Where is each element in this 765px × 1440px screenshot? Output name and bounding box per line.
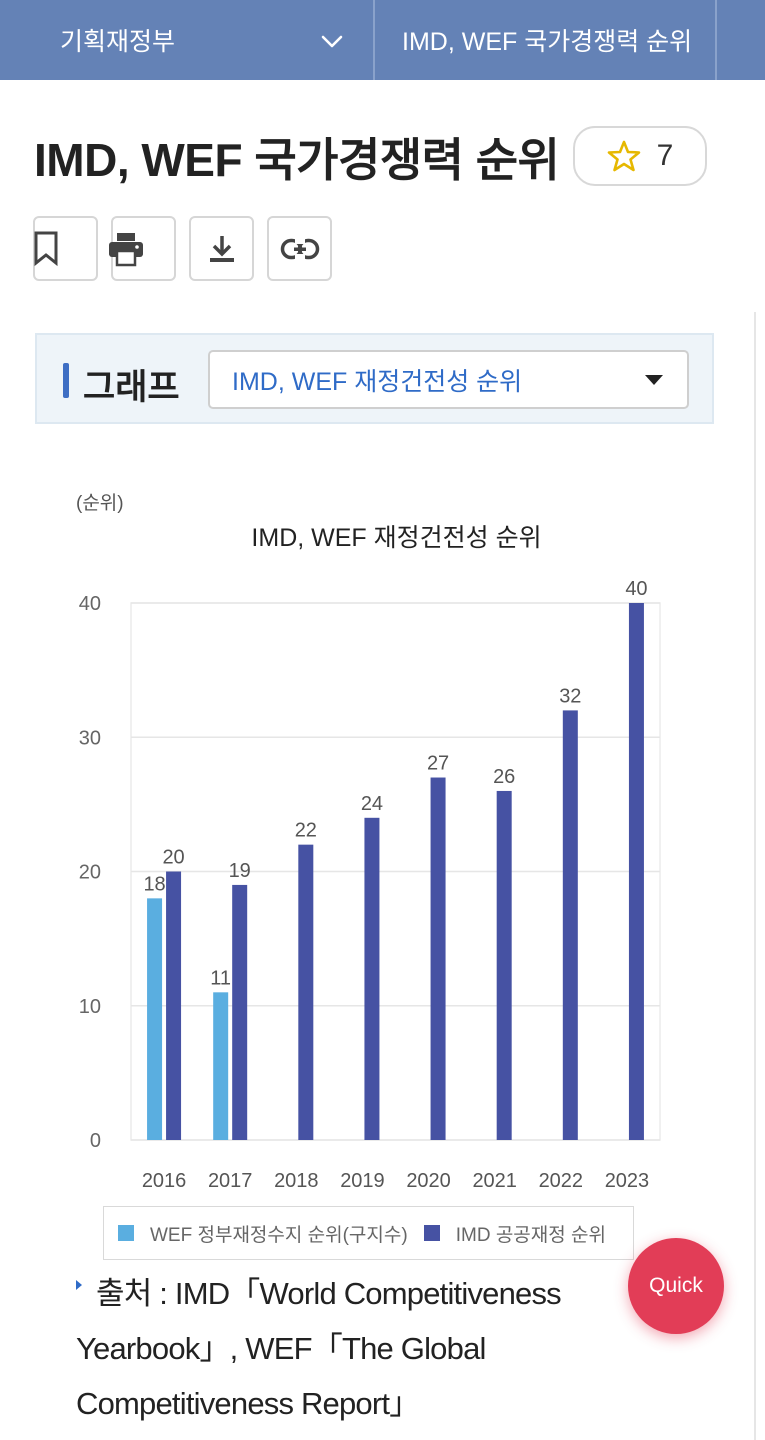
- section-accent-bar: [63, 363, 69, 398]
- x-tick-label: 2019: [340, 1170, 385, 1192]
- x-tick-label: 2018: [274, 1170, 319, 1192]
- data-label: 20: [162, 847, 184, 869]
- download-icon: [209, 235, 234, 262]
- graph-type-select[interactable]: IMD, WEF 재정건전성 순위: [208, 350, 689, 409]
- bar-imd: [298, 844, 314, 1140]
- x-tick-label: 2020: [406, 1170, 451, 1192]
- data-label: 24: [361, 793, 383, 815]
- chevron-down-icon: [321, 35, 343, 48]
- source-note: 출처 : IMD「World Competitiveness Yearbook」…: [76, 1266, 636, 1431]
- current-page-breadcrumb[interactable]: IMD, WEF 국가경쟁력 순위: [375, 0, 765, 80]
- y-tick-label: 20: [79, 862, 101, 884]
- y-axis-label: (순위): [76, 493, 124, 514]
- caret-down-icon: [645, 375, 663, 385]
- y-tick-label: 30: [79, 727, 101, 749]
- ministry-dropdown[interactable]: 기획재정부: [0, 0, 373, 80]
- bar-imd: [430, 777, 446, 1140]
- download-button[interactable]: [189, 216, 254, 281]
- x-tick-label: 2021: [472, 1170, 517, 1192]
- bar-wef: [213, 992, 229, 1140]
- bar-imd: [628, 603, 644, 1140]
- x-tick-label: 2017: [208, 1170, 253, 1192]
- bar-imd: [166, 871, 182, 1140]
- graph-section-label: 그래프: [83, 368, 180, 407]
- legend-swatch-wef: [118, 1225, 134, 1241]
- x-tick-label: 2016: [142, 1170, 187, 1192]
- star-icon: [607, 140, 640, 172]
- source-text: 출처 : IMD「World Competitiveness Yearbook」…: [76, 1276, 562, 1421]
- print-icon: [109, 233, 143, 267]
- data-label: 27: [427, 753, 449, 775]
- data-label: 26: [493, 766, 515, 788]
- legend-label-wef: WEF 정부재정수지 순위(구지수): [150, 1224, 408, 1246]
- y-tick-label: 40: [79, 593, 101, 615]
- bar-chart: 0 10 20 30 40 2016 18 20 2017 11 19 2018 22 2019 24 202…: [79, 578, 661, 1192]
- data-label: 22: [295, 820, 317, 842]
- favorite-button[interactable]: 7: [573, 126, 707, 186]
- print-button[interactable]: [109, 216, 176, 281]
- bar-imd: [364, 817, 380, 1140]
- link-icon: [280, 237, 319, 260]
- chart-title: IMD, WEF 재정건전성 순위: [251, 524, 542, 552]
- bookmark-button[interactable]: [33, 216, 98, 281]
- data-label: 19: [229, 860, 251, 882]
- bar-imd: [496, 790, 512, 1140]
- legend-swatch-imd: [423, 1225, 440, 1241]
- bar-wef: [147, 898, 163, 1140]
- data-label: 40: [625, 578, 647, 600]
- current-page-label: IMD, WEF 국가경쟁력 순위: [402, 28, 693, 56]
- y-tick-label: 0: [90, 1130, 101, 1152]
- topbar-divider: [373, 0, 375, 80]
- ministry-label: 기획재정부: [60, 28, 176, 56]
- action-toolbar: [33, 216, 332, 281]
- x-tick-label: 2022: [539, 1170, 584, 1192]
- data-label: 11: [210, 967, 231, 989]
- y-tick-label: 10: [79, 996, 101, 1018]
- bookmark-icon: [34, 231, 58, 267]
- bar-imd: [562, 710, 578, 1140]
- data-label: 18: [143, 873, 165, 895]
- bullet-triangle-icon: [76, 1280, 82, 1290]
- graph-selector-panel: 그래프 IMD, WEF 재정건전성 순위: [35, 333, 714, 424]
- data-label: 32: [559, 685, 581, 707]
- chart-legend: WEF 정부재정수지 순위(구지수) IMD 공공재정 순위: [103, 1206, 634, 1260]
- legend-item-imd: IMD 공공재정 순위: [423, 1220, 606, 1247]
- legend-item-wef: WEF 정부재정수지 순위(구지수): [118, 1220, 408, 1247]
- x-tick-label: 2023: [605, 1170, 650, 1192]
- scroll-track: [754, 312, 756, 1440]
- top-navigation-bar: 기획재정부 IMD, WEF 국가경쟁력 순위: [0, 0, 765, 80]
- quick-label: Quick: [649, 1274, 703, 1297]
- quick-menu-button[interactable]: Quick: [628, 1238, 724, 1334]
- favorite-count: 7: [656, 139, 674, 172]
- legend-label-imd: IMD 공공재정 순위: [455, 1224, 606, 1246]
- graph-type-selected: IMD, WEF 재정건전성 순위: [232, 367, 523, 396]
- copy-link-button[interactable]: [267, 216, 332, 281]
- page-title: IMD, WEF 국가경쟁력 순위: [34, 134, 560, 186]
- bar-imd: [232, 884, 248, 1140]
